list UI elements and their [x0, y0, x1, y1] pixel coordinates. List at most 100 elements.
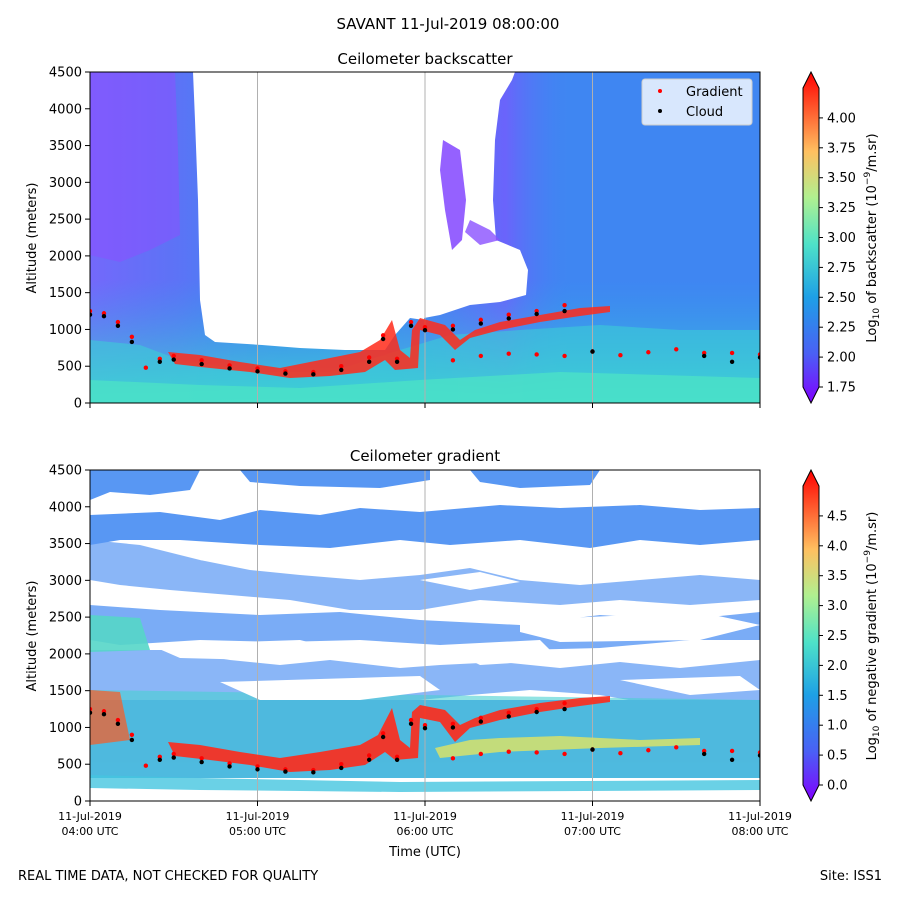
gradient-point — [478, 751, 484, 757]
cloud-point — [227, 764, 232, 769]
gradient-point — [366, 753, 372, 758]
x-tick-date: 11-Jul-2019 — [561, 810, 625, 823]
cloud-point — [701, 751, 707, 757]
cloud-point — [394, 757, 400, 763]
cloud-point — [506, 316, 511, 321]
gradient-point — [534, 352, 539, 357]
gradient-point — [562, 353, 567, 359]
gradient-panel: Ceilometer gradient — [25, 447, 882, 860]
cloud-point — [157, 359, 162, 365]
footer-quality-note: REAL TIME DATA, NOT CHECKED FOR QUALITY — [18, 869, 319, 884]
cloud-point — [129, 737, 135, 743]
y-tick-label: 1000 — [49, 721, 82, 736]
cloud-point — [590, 349, 595, 354]
colorbar-tick-label: 1.0 — [827, 719, 848, 734]
cloud-point — [339, 367, 344, 373]
colorbar-tick-label: 1.5 — [827, 689, 848, 704]
gradient-point — [380, 731, 386, 736]
gradient-point — [729, 350, 735, 356]
cloud-point — [366, 359, 372, 365]
gradient-point — [478, 317, 484, 323]
colorbar-tick-label: 0.5 — [827, 749, 848, 764]
gradient-point — [366, 355, 372, 360]
gradient-point — [199, 756, 204, 761]
x-tick-date: 11-Jul-2019 — [226, 810, 290, 823]
gradient-point — [380, 333, 386, 338]
y-tick-label: 1000 — [49, 323, 82, 338]
colorbar-tick-label: 4.00 — [827, 111, 856, 126]
x-tick-time: 06:00 UTC — [396, 825, 453, 838]
gradient-point — [506, 312, 511, 317]
y-tick-label: 4500 — [49, 66, 82, 81]
colorbar-tick-label: 3.0 — [827, 599, 848, 614]
cloud-point — [311, 770, 316, 775]
y-tick-label: 3500 — [49, 537, 82, 552]
cloud-point — [422, 725, 428, 731]
legend-gradient-label: Gradient — [686, 85, 743, 100]
colorbar-tick-label: 2.5 — [827, 629, 848, 644]
cloud-point — [562, 706, 567, 712]
backscatter-cloud-series — [90, 308, 760, 377]
gradient-point — [450, 358, 456, 363]
backscatter-x-ticks — [89, 403, 761, 408]
cloud-point — [255, 767, 260, 772]
gradient-point — [618, 750, 623, 756]
legend-gradient-marker — [658, 89, 662, 93]
colorbar-tick-label: 2.00 — [827, 351, 856, 366]
colorbar-tick-label: 3.50 — [827, 171, 856, 186]
gradient-point — [450, 323, 456, 328]
gradient-point — [339, 364, 344, 369]
gradient-point — [478, 353, 484, 359]
gradient-point — [143, 365, 149, 370]
cloud-point — [115, 721, 121, 726]
gradient-cloud-series — [90, 706, 760, 775]
cloud-point — [339, 765, 344, 771]
colorbar-tick-label: 4.0 — [827, 539, 848, 554]
gradient-point — [450, 756, 456, 761]
x-tick-date: 11-Jul-2019 — [58, 810, 122, 823]
gradient-point — [506, 351, 511, 356]
cloud-point — [701, 353, 707, 359]
cloud-point — [590, 747, 595, 752]
gradient-point — [408, 717, 414, 723]
cloud-point — [283, 769, 288, 774]
backscatter-ylabel: Altitude (meters) — [25, 183, 40, 294]
colorbar-tick-label: 3.75 — [827, 141, 856, 156]
colorbar-tick-label: 2.25 — [827, 321, 856, 336]
cloud-point — [562, 308, 567, 314]
colorbar-tick-label: 2.75 — [827, 261, 856, 276]
cloud-point — [227, 366, 232, 371]
cloud-point — [90, 312, 93, 317]
gradient-point — [171, 353, 176, 359]
gradient-point — [729, 748, 735, 754]
cloud-point — [478, 719, 484, 724]
gradient-point — [171, 751, 176, 757]
cloud-point — [199, 759, 204, 765]
colorbar-tick-label: 3.00 — [827, 231, 856, 246]
cloud-point — [534, 311, 539, 317]
figure-suptitle: SAVANT 11-Jul-2019 08:00:00 — [337, 15, 560, 33]
cloud-point — [478, 321, 484, 326]
colorbar-tick-label: 0.0 — [827, 779, 848, 794]
cloud-point — [255, 369, 260, 374]
cloud-point — [311, 372, 316, 377]
gradient-point — [115, 319, 121, 325]
backscatter-panel: Ceilometer backscatter — [25, 50, 882, 412]
gradient-point — [143, 763, 149, 768]
cloud-point — [366, 757, 372, 763]
cloud-point — [171, 755, 176, 760]
y-tick-label: 2500 — [49, 611, 82, 626]
gradient-point — [408, 319, 414, 325]
colorbar-tick-label: 3.25 — [827, 201, 856, 216]
cloud-point — [129, 339, 135, 345]
cloud-point — [199, 361, 204, 367]
cloud-point — [380, 734, 386, 740]
backscatter-heatmap — [90, 72, 760, 403]
cloud-point — [283, 371, 288, 376]
cloud-point — [408, 323, 414, 328]
gradient-point — [562, 302, 567, 308]
y-tick-label: 1500 — [49, 286, 82, 301]
gradient-point — [562, 700, 567, 706]
gradient-point — [506, 749, 511, 754]
